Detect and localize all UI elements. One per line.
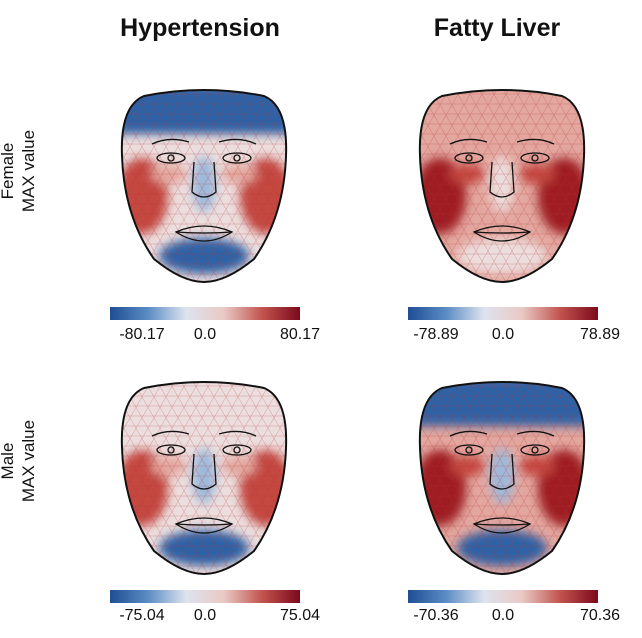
colorbar-max: 70.36: [579, 607, 621, 624]
column-title-hypertension: Hypertension: [120, 14, 280, 42]
right-eye: [520, 444, 550, 456]
facial-landmarks: [120, 89, 288, 284]
colorbar: [110, 590, 300, 603]
face-outline: [418, 381, 586, 576]
face-heatmap-male-fatty-liver: [418, 381, 586, 576]
right-eye: [222, 444, 252, 456]
row-label-line2: MAX value: [19, 129, 38, 213]
right-eye: [520, 152, 550, 164]
lip-line: [473, 231, 531, 234]
lip-line: [175, 231, 233, 234]
heatmap-regions: [419, 90, 585, 282]
left-pupil: [465, 446, 473, 454]
colorbar-min: -78.89: [413, 326, 459, 343]
colorbar: [408, 590, 598, 603]
column-title-fatty-liver: Fatty Liver: [433, 14, 561, 42]
right-eyebrow: [516, 138, 555, 145]
right-pupil: [531, 154, 539, 162]
nose: [489, 161, 515, 198]
left-eye: [156, 152, 186, 164]
colorbar-mid: 0.0: [193, 326, 217, 343]
right-eye: [222, 152, 252, 164]
row-label-line1: Male: [0, 442, 17, 480]
heatmap-regions: [419, 382, 585, 574]
colorbar-min: -70.36: [413, 607, 459, 624]
lip-line: [175, 523, 233, 526]
colorbar-mid: 0.0: [193, 607, 217, 624]
face-outline: [418, 89, 586, 284]
row-label-line1: Female: [0, 142, 17, 200]
right-pupil: [531, 446, 539, 454]
colorbar-min: -80.17: [119, 326, 165, 343]
colorbar-max: 80.17: [279, 326, 321, 343]
nose: [191, 161, 217, 198]
left-pupil: [465, 154, 473, 162]
face-heatmap-male-hypertension: [120, 381, 288, 576]
mesh: [419, 90, 585, 282]
lip-line: [473, 523, 531, 526]
left-pupil: [167, 154, 175, 162]
right-eyebrow: [218, 138, 257, 145]
left-eye: [454, 152, 484, 164]
colorbar: [110, 307, 300, 320]
left-eyebrow: [151, 430, 190, 437]
face-outline: [120, 381, 288, 576]
face-heatmap-female-hypertension: [120, 89, 288, 284]
colorbar-min: -75.04: [119, 607, 165, 624]
colorbar-max: 78.89: [579, 326, 621, 343]
face-heatmap-female-fatty-liver: [418, 89, 586, 284]
colorbar-max: 75.04: [279, 607, 321, 624]
facial-landmarks: [418, 381, 586, 576]
right-pupil: [233, 154, 241, 162]
left-eyebrow: [449, 430, 488, 437]
face-outline: [120, 89, 288, 284]
left-eyebrow: [449, 138, 488, 145]
colorbar-mid: 0.0: [491, 326, 515, 343]
facial-landmarks: [418, 89, 586, 284]
row-label-male: Male MAX value: [0, 381, 39, 541]
row-label-line2: MAX value: [19, 419, 38, 503]
right-eyebrow: [516, 430, 555, 437]
mesh: [121, 382, 287, 574]
right-pupil: [233, 446, 241, 454]
mesh: [121, 90, 287, 282]
row-label-female: Female MAX value: [0, 91, 39, 251]
facial-landmarks: [120, 381, 288, 576]
left-eye: [454, 444, 484, 456]
left-eye: [156, 444, 186, 456]
colorbar-mid: 0.0: [491, 607, 515, 624]
heatmap-regions: [121, 382, 287, 574]
left-eyebrow: [151, 138, 190, 145]
mesh: [419, 382, 585, 574]
colorbar: [408, 307, 598, 320]
nose: [191, 453, 217, 490]
heatmap-regions: [121, 90, 287, 282]
left-pupil: [167, 446, 175, 454]
right-eyebrow: [218, 430, 257, 437]
nose: [489, 453, 515, 490]
